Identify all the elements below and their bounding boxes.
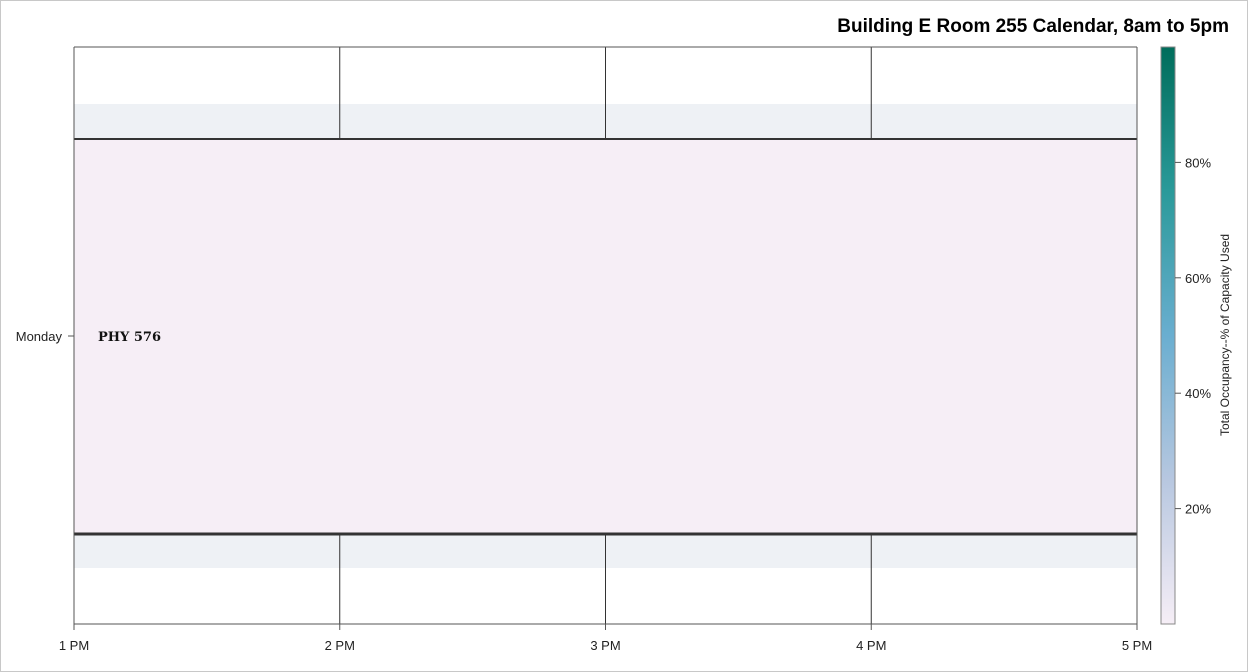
colorbar [1160, 46, 1176, 625]
x-tick-label: 2 PM [325, 638, 355, 653]
colorbar-title: Total Occupancy--% of Capacity Used [1218, 234, 1232, 436]
colorbar-tick-label: 80% [1185, 155, 1211, 170]
colorbar-tick-label: 20% [1185, 502, 1211, 517]
event-block[interactable] [73, 138, 1138, 534]
x-tick-label: 3 PM [590, 638, 620, 653]
event-label: PHY 576 [98, 330, 161, 345]
y-axis-ticks: Monday [16, 329, 74, 344]
x-tick-label: 5 PM [1122, 638, 1152, 653]
x-tick-label: 1 PM [59, 638, 89, 653]
x-tick-label: 4 PM [856, 638, 886, 653]
colorbar-tick-label: 40% [1185, 386, 1211, 401]
y-tick-label: Monday [16, 329, 63, 344]
colorbar-ticks: 20% 40% 60% 80% [1175, 155, 1211, 517]
chart-title: Building E Room 255 Calendar, 8am to 5pm [837, 16, 1229, 37]
event-blocks: PHY 576 [73, 138, 1138, 536]
colorbar-tick-label: 60% [1185, 271, 1211, 286]
x-axis-ticks: 1 PM 2 PM 3 PM 4 PM 5 PM [59, 624, 1152, 653]
